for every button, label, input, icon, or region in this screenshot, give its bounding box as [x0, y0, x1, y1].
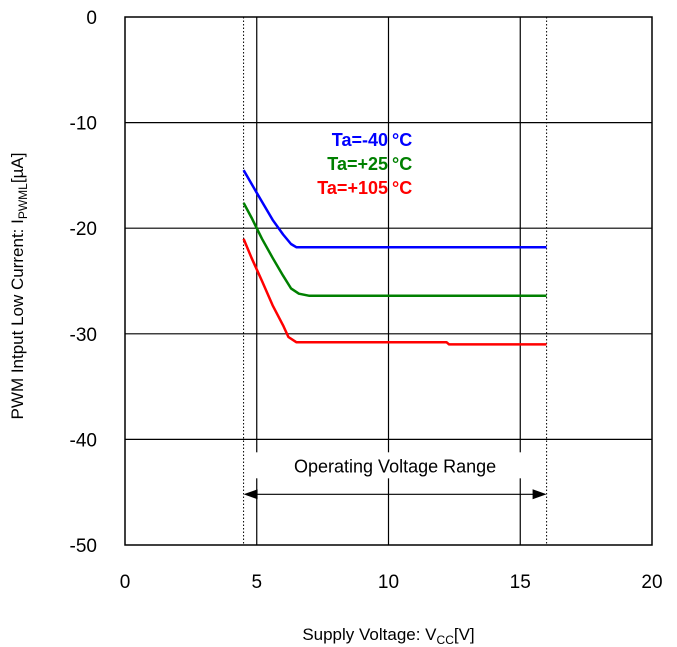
annotation-label: Operating Voltage Range: [294, 456, 496, 476]
range-arrow-head-right: [532, 489, 547, 500]
x-tick-label: 5: [251, 572, 262, 593]
legend-unit: °C: [392, 178, 412, 198]
reference-lines: [243, 17, 548, 545]
y-tick-label: -10: [70, 114, 97, 135]
y-tick-label: -30: [70, 325, 97, 346]
series-line: [242, 238, 547, 346]
series-line: [242, 202, 547, 298]
series-line: [242, 169, 547, 249]
y-tick-label: 0: [86, 8, 97, 29]
legend-unit: °C: [392, 154, 412, 174]
x-tick-label: 10: [378, 572, 399, 593]
range-arrow-head-left: [243, 489, 258, 500]
x-tick-label: 20: [641, 572, 662, 593]
y-tick-label: -40: [70, 430, 97, 451]
y-tick-label: -20: [70, 219, 97, 240]
legend-entry: Ta=+105: [317, 178, 388, 198]
legend: Ta=-40 °CTa=+25 °CTa=+105 °C: [317, 130, 412, 198]
series-lines: [242, 169, 547, 346]
y-axis-label: PWM Intput Low Current: IPWML[µA]: [8, 153, 30, 420]
legend-entry: Ta=-40: [332, 130, 388, 150]
x-tick-label: 15: [510, 572, 531, 593]
legend-unit: °C: [392, 130, 412, 150]
legend-entry: Ta=+25: [327, 154, 388, 174]
x-tick-label: 0: [120, 572, 131, 593]
tick-labels: 0 5 10 15 20 0 -10 -20 -30 -40 -50: [70, 8, 663, 593]
annotation: Operating Voltage Range: [243, 452, 547, 500]
y-tick-label: -50: [70, 536, 97, 557]
annotation-backdrop: [255, 452, 536, 479]
x-axis-label: Supply Voltage: VCC[V]: [302, 625, 474, 647]
